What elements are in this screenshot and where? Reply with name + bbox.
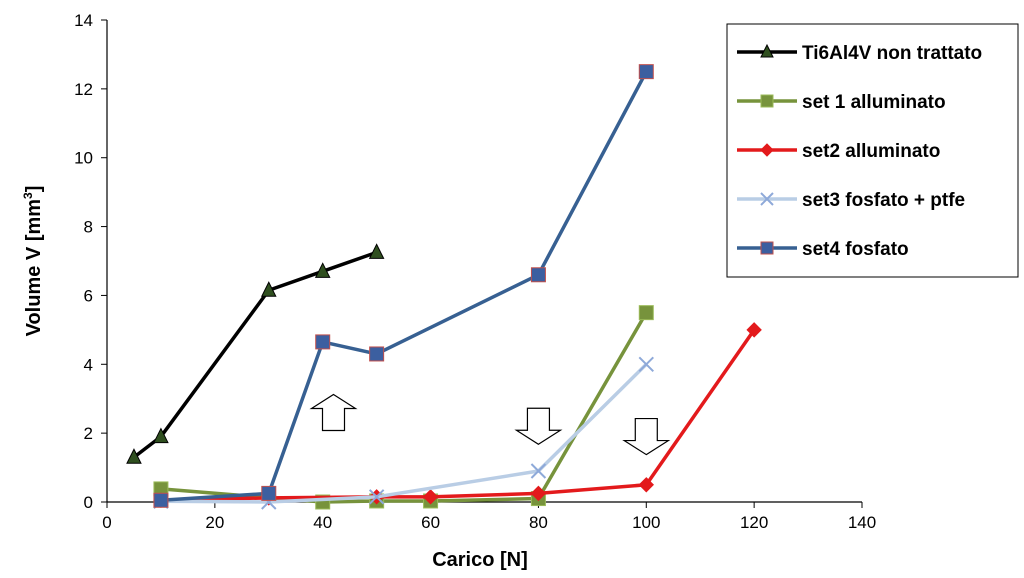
y-axis-title: Volume V [mm3] [21, 186, 45, 337]
arrow-down-annotation [622, 417, 671, 456]
data-point [368, 243, 385, 259]
x-tick-label: 140 [848, 513, 876, 532]
legend-label: set3 fosfato + ptfe [802, 190, 965, 211]
y-tick-label: 0 [84, 493, 93, 512]
series-line [160, 363, 648, 504]
x-axis-title: Carico [N] [432, 549, 528, 571]
x-tick-label: 0 [102, 513, 111, 532]
y-tick-label: 8 [84, 218, 93, 237]
legend-item: Ti6Al4V non trattato [737, 43, 982, 64]
legend-marker [760, 43, 774, 58]
arrow-down-annotation [514, 407, 563, 445]
series-layer [126, 64, 762, 510]
x-tick-label: 80 [529, 513, 548, 532]
y-tick-label: 10 [74, 149, 93, 168]
data-point [369, 346, 385, 362]
x-tick-label: 100 [632, 513, 660, 532]
data-point [638, 477, 654, 493]
legend: Ti6Al4V non trattato set 1 alluminato set2… [726, 23, 1019, 278]
data-point [422, 489, 439, 505]
legend-marker [760, 241, 774, 255]
data-point [530, 485, 547, 502]
legend-item: set2 alluminato [737, 141, 940, 162]
data-point [746, 322, 762, 338]
series-3 [153, 322, 762, 508]
data-point [314, 262, 331, 278]
y-tick-label: 4 [84, 355, 93, 374]
x-tick-label: 20 [205, 513, 224, 532]
data-point [126, 448, 142, 464]
y-tick-label: 2 [84, 424, 93, 443]
series-2 [153, 305, 654, 510]
x-tick-label: 60 [421, 513, 440, 532]
data-point [530, 267, 546, 283]
data-point [530, 463, 547, 479]
series-1 [126, 243, 385, 464]
y-tick-label: 14 [74, 11, 93, 30]
y-tick-label: 6 [84, 286, 93, 305]
legend-label: set4 fosfato [802, 239, 909, 260]
data-point [368, 489, 385, 505]
data-point [638, 64, 654, 80]
x-tick-label: 40 [313, 513, 332, 532]
legend-label: Ti6Al4V non trattato [802, 43, 982, 64]
legend-label: set 1 alluminato [802, 92, 946, 113]
data-point [638, 356, 654, 372]
data-point [638, 305, 654, 321]
data-point [153, 492, 169, 508]
series-5 [153, 64, 654, 508]
y-tick-label: 12 [74, 80, 93, 99]
data-point [153, 427, 169, 444]
series-line [160, 328, 756, 503]
arrow-up-annotation [309, 393, 358, 432]
legend-item: set3 fosfato + ptfe [737, 190, 965, 211]
legend-item: set 1 alluminato [737, 92, 946, 113]
x-tick-label: 120 [740, 513, 768, 532]
legend-label: set2 alluminato [802, 141, 940, 162]
data-point [261, 485, 277, 501]
legend-marker [760, 94, 774, 108]
data-point [315, 334, 331, 350]
annotations-layer [309, 393, 671, 456]
series-line [160, 70, 648, 503]
legend-item: set4 fosfato [737, 239, 909, 260]
legend-marker [760, 192, 774, 206]
series-4 [153, 356, 654, 510]
data-point [260, 281, 277, 297]
legend-marker [760, 143, 774, 157]
